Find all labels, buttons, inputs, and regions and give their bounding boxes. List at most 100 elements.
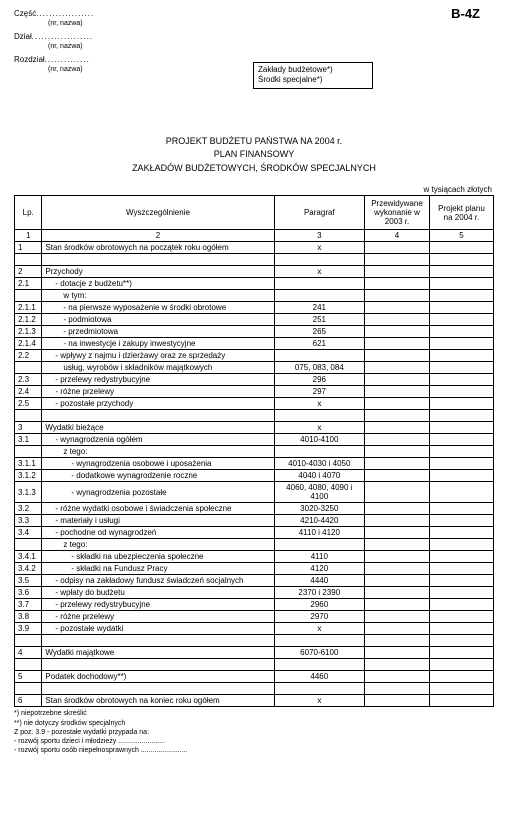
box-line1: Zakłady budżetowe*)	[258, 65, 368, 75]
cell-par: 6070-6100	[274, 647, 365, 659]
cell-prz	[365, 695, 430, 707]
cell-par: 297	[274, 386, 365, 398]
cell-wy: - wpłaty do budżetu	[42, 587, 274, 599]
cell-wy: Stan środków obrotowych na koniec roku o…	[42, 695, 274, 707]
cell-prz	[365, 503, 430, 515]
table-row: 3.5- odpisy na zakładowy fundusz świadcz…	[15, 575, 494, 587]
cell-prz	[365, 362, 430, 374]
table-row: 3.4- pochodne od wynagrodzeń4110 i 4120	[15, 527, 494, 539]
cell-wy: - pozostałe wydatki	[42, 623, 274, 635]
cell-prz	[365, 278, 430, 290]
cell-prz	[365, 551, 430, 563]
cell-proj	[429, 659, 493, 671]
cell-wy: - na inwestycje i zakupy inwestycyjne	[42, 338, 274, 350]
cell-lp: 3.1	[15, 434, 42, 446]
table-row: 2.1.2- podmiotowa251	[15, 314, 494, 326]
cell-lp: 3.7	[15, 599, 42, 611]
cell-par: 3020-3250	[274, 503, 365, 515]
cell-lp: 3.5	[15, 575, 42, 587]
table-row: 3Wydatki bieżącex	[15, 422, 494, 434]
cell-lp	[15, 446, 42, 458]
cell-lp: 5	[15, 671, 42, 683]
cell-lp	[15, 683, 42, 695]
dots: ...................	[32, 32, 93, 41]
cell-wy: - podmiotowa	[42, 314, 274, 326]
table-row: w tym:	[15, 290, 494, 302]
cell-par	[274, 350, 365, 362]
cell-wy: - na pierwsze wyposażenie w środki obrot…	[42, 302, 274, 314]
cell-par: 4040 i 4070	[274, 470, 365, 482]
cell-proj	[429, 470, 493, 482]
cell-par	[274, 539, 365, 551]
table-row: usług, wyrobów i składników majątkowych0…	[15, 362, 494, 374]
cell-wy: Podatek dochodowy**)	[42, 671, 274, 683]
cell-proj	[429, 350, 493, 362]
cell-par: 4110	[274, 551, 365, 563]
cell-proj	[429, 587, 493, 599]
colnum-4: 4	[365, 230, 430, 242]
cell-wy: - pochodne od wynagrodzeń	[42, 527, 274, 539]
cell-wy: - różne przelewy	[42, 611, 274, 623]
cell-prz	[365, 623, 430, 635]
cell-lp	[15, 254, 42, 266]
cell-par	[274, 635, 365, 647]
cell-lp: 3.6	[15, 587, 42, 599]
cell-par: x	[274, 398, 365, 410]
cell-proj	[429, 539, 493, 551]
footnote-2: **) nie dotyczy środków specjalnych	[14, 719, 494, 728]
cell-par: 621	[274, 338, 365, 350]
cell-proj	[429, 635, 493, 647]
cell-proj	[429, 386, 493, 398]
cell-par: 265	[274, 326, 365, 338]
cell-prz	[365, 254, 430, 266]
cell-proj	[429, 422, 493, 434]
cell-lp: 3.3	[15, 515, 42, 527]
cell-lp: 2.3	[15, 374, 42, 386]
colnum-2: 2	[42, 230, 274, 242]
cell-wy: usług, wyrobów i składników majątkowych	[42, 362, 274, 374]
cell-prz	[365, 635, 430, 647]
cell-prz	[365, 587, 430, 599]
cell-prz	[365, 671, 430, 683]
col-prz: Przewidywane wykonanie w 2003 r.	[365, 196, 430, 230]
table-row: 3.4.2- składki na Fundusz Pracy4120	[15, 563, 494, 575]
cell-prz	[365, 326, 430, 338]
cell-lp: 2.1.3	[15, 326, 42, 338]
cell-proj	[429, 254, 493, 266]
cell-proj	[429, 458, 493, 470]
cell-wy: Przychody	[42, 266, 274, 278]
cell-par: 251	[274, 314, 365, 326]
cell-proj	[429, 446, 493, 458]
cell-proj	[429, 410, 493, 422]
unit-label: w tysiącach złotych	[14, 185, 494, 194]
cell-par: x	[274, 695, 365, 707]
cell-proj	[429, 374, 493, 386]
footnote-1: *) niepotrzebne skreślić	[14, 709, 494, 718]
cell-wy: - odpisy na zakładowy fundusz świadczeń …	[42, 575, 274, 587]
table-row: z tego:	[15, 446, 494, 458]
cell-wy: - wpływy z najmu i dzierżawy oraz ze spr…	[42, 350, 274, 362]
cell-wy: - wynagrodzenia osobowe i uposażenia	[42, 458, 274, 470]
cell-par: 4120	[274, 563, 365, 575]
dots: ..............	[45, 55, 90, 64]
table-row	[15, 635, 494, 647]
cell-wy: w tym:	[42, 290, 274, 302]
cell-prz	[365, 434, 430, 446]
cell-prz	[365, 410, 430, 422]
cell-lp: 4	[15, 647, 42, 659]
col-proj: Projekt planu na 2004 r.	[429, 196, 493, 230]
cell-proj	[429, 314, 493, 326]
footnote-5: - rozwój sportu osób niepełnosprawnych .…	[14, 746, 494, 755]
cell-prz	[365, 599, 430, 611]
cell-proj	[429, 242, 493, 254]
cell-par	[274, 254, 365, 266]
cell-par: 4010-4100	[274, 434, 365, 446]
cell-par	[274, 410, 365, 422]
cell-proj	[429, 302, 493, 314]
dots: ..................	[36, 9, 94, 18]
cell-lp	[15, 290, 42, 302]
footnote-3: Z poz. 3.9 - pozostałe wydatki przypada …	[14, 728, 494, 737]
field-czesc-sub: (nr, nazwa)	[48, 19, 494, 29]
cell-par	[274, 278, 365, 290]
cell-wy: - wynagrodzenia ogółem	[42, 434, 274, 446]
